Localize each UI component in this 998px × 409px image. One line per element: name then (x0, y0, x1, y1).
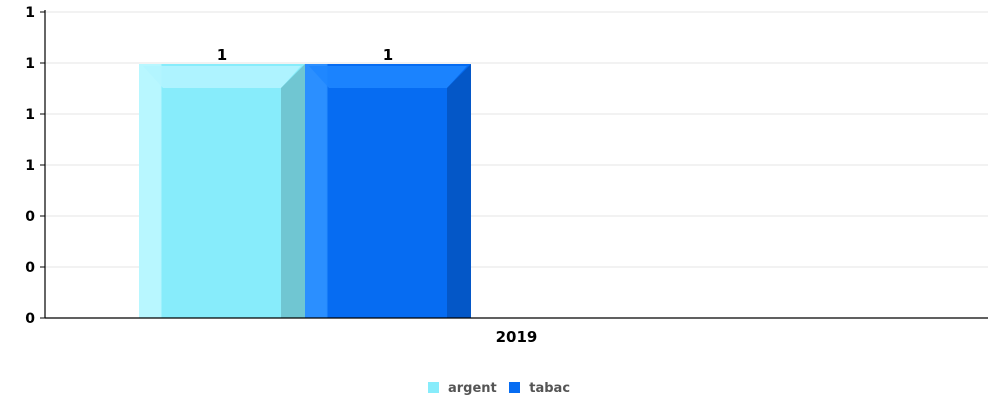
y-tick-label: 1 (25, 158, 35, 174)
legend-swatch-tabac (509, 382, 521, 393)
y-tick-label: 1 (25, 56, 35, 72)
data-label-argent: 1 (217, 46, 227, 64)
legend-swatch-argent (427, 382, 439, 393)
axes (40, 10, 988, 319)
bar-bevel-right (281, 64, 305, 318)
bar-bevel-top (309, 66, 467, 88)
y-tick-label: 0 (25, 311, 35, 327)
bar-tabac[interactable] (305, 64, 471, 318)
legend-label-tabac: tabac (529, 381, 571, 396)
legend-item-tabac[interactable]: tabac (509, 381, 570, 396)
legend-label-argent: argent (447, 381, 497, 396)
legend-item-argent[interactable]: argent (427, 381, 497, 396)
data-label-tabac: 1 (383, 46, 393, 64)
legend: argent tabac (0, 381, 998, 396)
bar-face (163, 88, 281, 318)
bar-argent[interactable] (139, 64, 305, 318)
labels: 0 0 0 1 1 1 1 2019 1 1 (25, 5, 537, 346)
y-tick-label: 0 (25, 260, 35, 276)
bar-bevel-top (143, 66, 301, 88)
y-tick-label: 1 (25, 107, 35, 123)
bar-face (329, 88, 447, 318)
y-tick-label: 1 (25, 5, 35, 21)
x-tick-label: 2019 (496, 328, 538, 346)
bars (139, 64, 471, 318)
bar-bevel-right (447, 64, 471, 318)
y-tick-label: 0 (25, 209, 35, 225)
